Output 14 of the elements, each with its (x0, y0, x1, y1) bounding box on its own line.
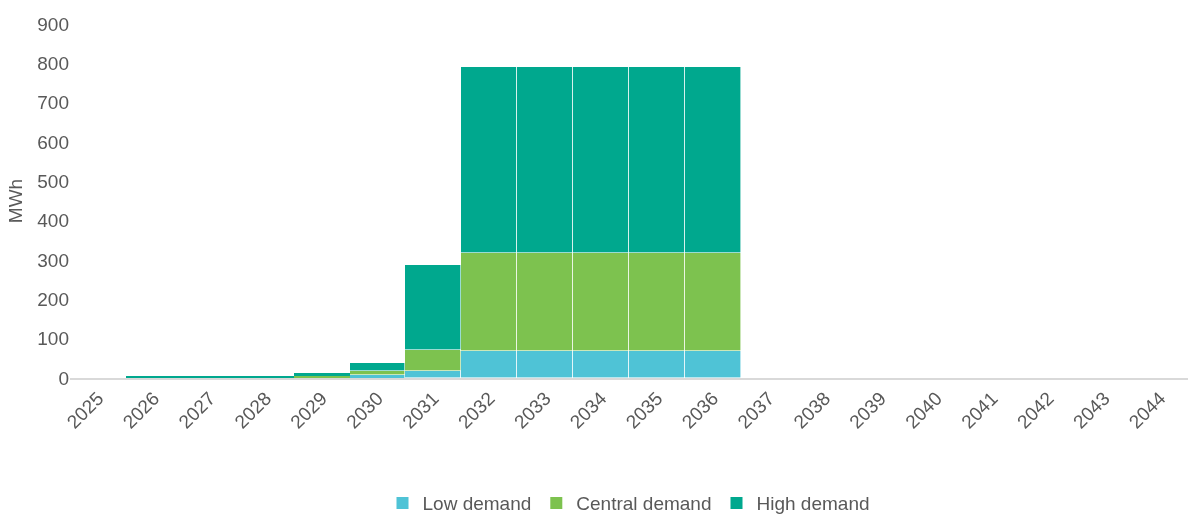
y-tick-label: 900 (37, 13, 69, 35)
y-axis-title: MWh (5, 178, 26, 224)
y-tick-label: 200 (37, 288, 69, 310)
y-tick-label: 0 (58, 367, 69, 389)
y-tick-label: 700 (37, 92, 69, 114)
y-tick-label: 800 (37, 52, 69, 74)
y-tick-label: 100 (37, 328, 69, 350)
y-tick-label: 500 (37, 170, 69, 192)
legend-label: Low demand (422, 493, 532, 515)
y-tick-label: 600 (37, 131, 69, 153)
y-tick-label: 300 (37, 249, 69, 271)
legend-label: Central demand (576, 493, 712, 515)
y-tick-label: 400 (37, 210, 69, 232)
legend-label: High demand (756, 493, 870, 515)
